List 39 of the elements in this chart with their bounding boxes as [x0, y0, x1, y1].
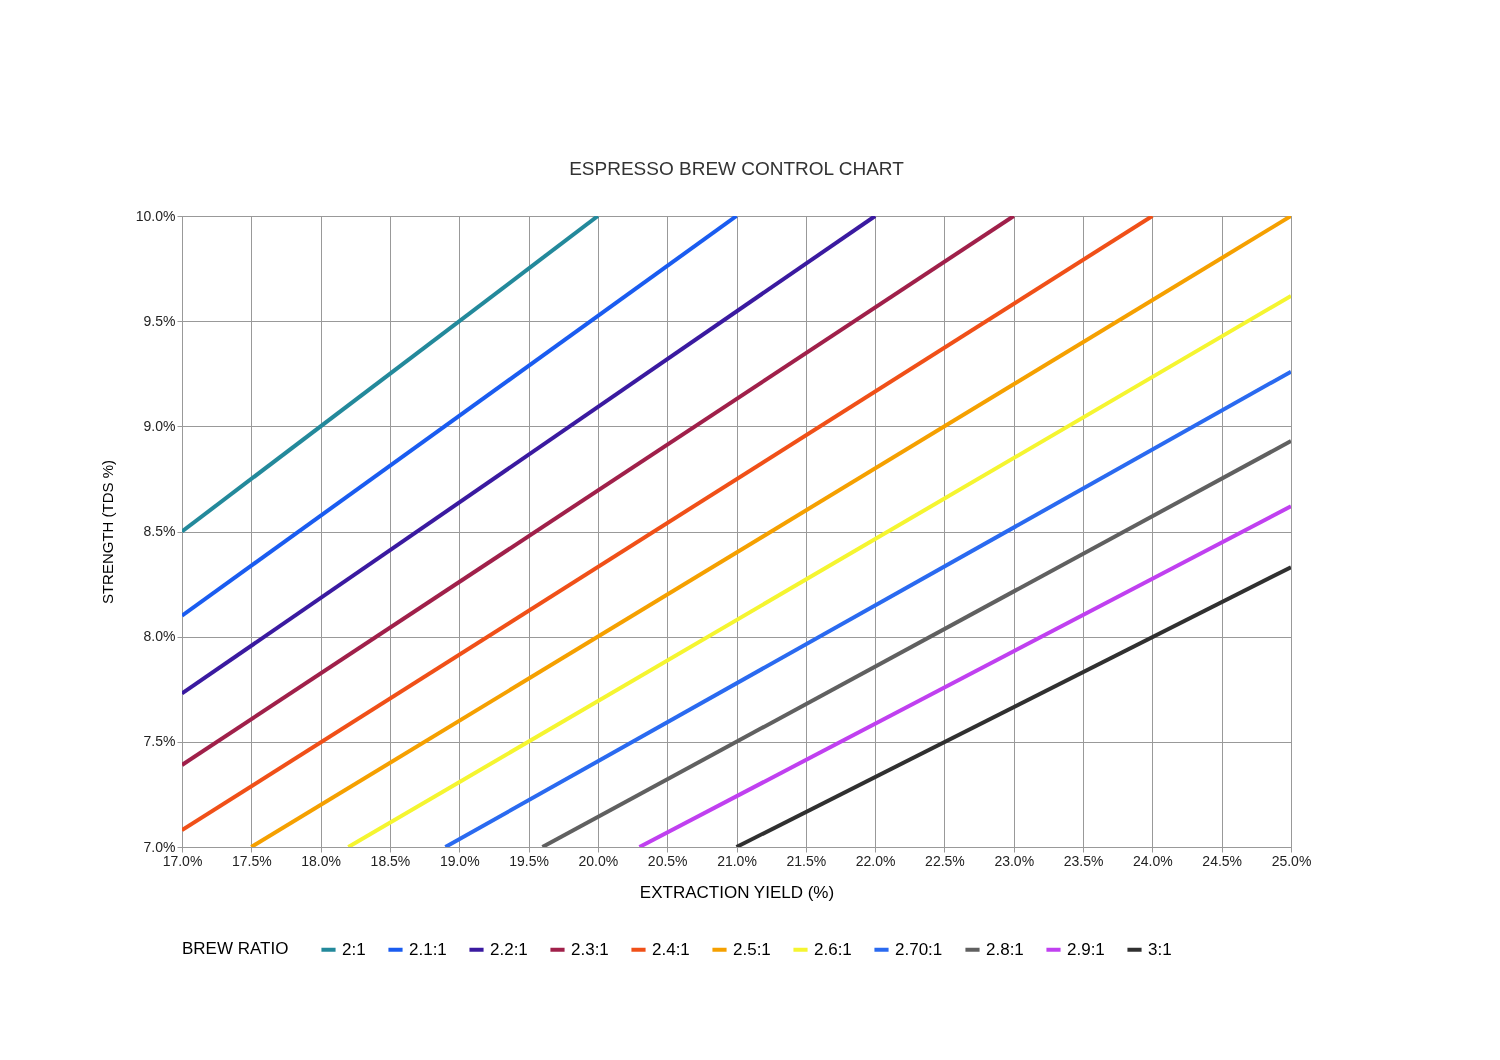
x-tick-label: 25.0% — [1271, 852, 1312, 869]
x-tick-label: 20.0% — [578, 852, 619, 869]
legend-label: 2.8:1 — [986, 939, 1024, 959]
y-tick-label: 10.0% — [135, 207, 176, 224]
legend-label: 2:1 — [342, 939, 366, 959]
y-tick-label: 9.5% — [143, 312, 176, 329]
y-tick-label: 8.0% — [143, 628, 176, 645]
legend-title: BREW RATIO — [182, 939, 289, 958]
y-axis-title: STRENGTH (TDS %) — [98, 459, 116, 605]
legend-label: 2.1:1 — [409, 939, 447, 959]
legend-label: 2.70:1 — [895, 939, 943, 959]
x-tick-label: 19.5% — [509, 852, 549, 869]
x-tick-label: 23.5% — [1063, 852, 1104, 869]
legend-label: 2.9:1 — [1067, 939, 1105, 959]
x-tick-label: 18.5% — [370, 852, 411, 869]
x-tick-label: 21.0% — [717, 852, 757, 869]
x-tick-label: 18.0% — [301, 852, 341, 869]
y-tick-label: 7.0% — [143, 838, 176, 855]
legend-label: 2.2:1 — [490, 939, 528, 959]
legend-label: 2.5:1 — [733, 939, 771, 959]
x-tick-label: 20.5% — [647, 852, 688, 869]
y-tick-label: 9.0% — [143, 417, 176, 434]
legend-label: 2.4:1 — [652, 939, 690, 959]
x-tick-label: 17.5% — [231, 852, 272, 869]
legend-label: 2.3:1 — [571, 939, 609, 959]
x-tick-label: 19.0% — [439, 852, 480, 869]
legend-label: 2.6:1 — [814, 939, 852, 959]
x-tick-label: 22.0% — [855, 852, 896, 869]
y-tick-label: 7.5% — [143, 733, 176, 750]
legend-label: 3:1 — [1148, 939, 1172, 959]
y-tick-label: 8.5% — [143, 523, 176, 539]
x-axis-title: EXTRACTION YIELD (%) — [639, 882, 835, 902]
chart-title: ESPRESSO BREW CONTROL CHART — [569, 158, 905, 179]
x-tick-label: 17.0% — [162, 852, 203, 869]
x-tick-label: 24.0% — [1133, 852, 1173, 869]
x-tick-label: 22.5% — [925, 852, 965, 869]
x-tick-label: 24.5% — [1202, 852, 1243, 869]
x-tick-label: 21.5% — [786, 852, 827, 869]
x-tick-label: 23.0% — [994, 852, 1035, 869]
